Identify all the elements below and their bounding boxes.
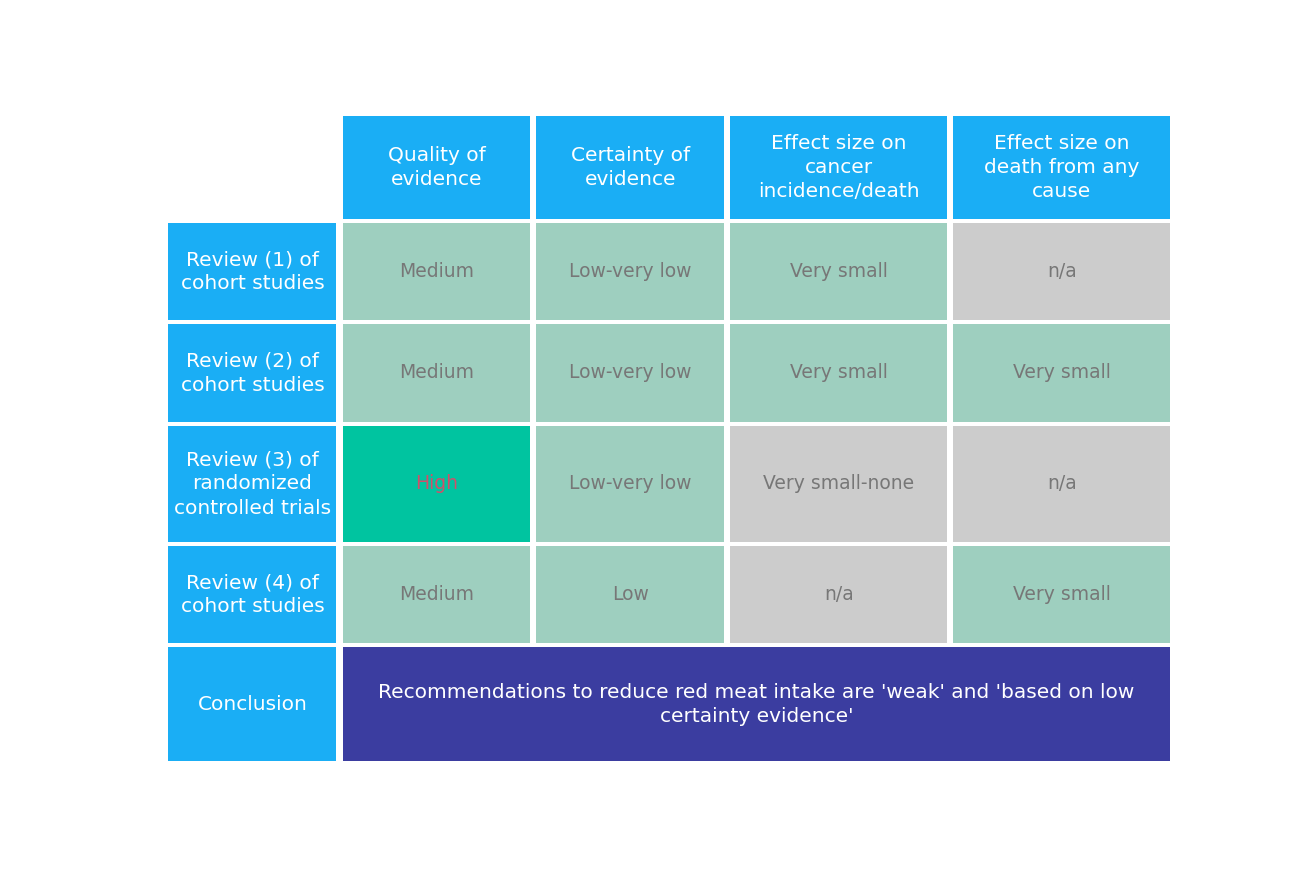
Bar (953, 116, 1170, 219)
Bar (342, 116, 530, 219)
Bar (537, 426, 724, 542)
Bar (537, 324, 724, 421)
Bar (953, 223, 1170, 321)
Text: Low-very low: Low-very low (569, 262, 691, 282)
Bar (537, 223, 724, 321)
Bar (168, 547, 337, 643)
Bar (168, 223, 337, 321)
Bar (537, 116, 724, 219)
Bar (168, 647, 337, 761)
Text: n/a: n/a (824, 586, 854, 604)
Bar (342, 324, 530, 421)
Text: Medium: Medium (398, 363, 474, 382)
Bar (342, 426, 530, 542)
Text: Review (1) of
cohort studies: Review (1) of cohort studies (180, 250, 324, 294)
Text: Medium: Medium (398, 586, 474, 604)
Text: Conclusion: Conclusion (197, 695, 307, 714)
Text: Effect size on
death from any
cause: Effect size on death from any cause (985, 134, 1140, 202)
Text: Review (2) of
cohort studies: Review (2) of cohort studies (180, 351, 324, 395)
Bar (953, 547, 1170, 643)
Text: n/a: n/a (1047, 262, 1076, 282)
Bar (953, 426, 1170, 542)
Bar (342, 223, 530, 321)
Text: Very small: Very small (1013, 586, 1110, 604)
Text: n/a: n/a (1047, 474, 1076, 494)
Text: Recommendations to reduce red meat intake are 'weak' and 'based on low
certainty: Recommendations to reduce red meat intak… (379, 683, 1135, 726)
Text: Medium: Medium (398, 262, 474, 282)
Text: Low: Low (611, 586, 649, 604)
Bar (730, 324, 947, 421)
Text: High: High (415, 474, 458, 494)
Text: Review (4) of
cohort studies: Review (4) of cohort studies (180, 574, 324, 616)
Bar (730, 116, 947, 219)
Bar (730, 426, 947, 542)
Bar (342, 647, 1170, 761)
Text: Low-very low: Low-very low (569, 363, 691, 382)
Text: Very small-none: Very small-none (763, 474, 914, 494)
Bar (730, 547, 947, 643)
Text: Very small: Very small (1013, 363, 1110, 382)
Text: Low-very low: Low-very low (569, 474, 691, 494)
Text: Review (3) of
randomized
controlled trials: Review (3) of randomized controlled tria… (174, 450, 330, 518)
Bar (168, 426, 337, 542)
Bar (168, 324, 337, 421)
Text: Very small: Very small (790, 363, 888, 382)
Text: Quality of
evidence: Quality of evidence (388, 146, 486, 189)
Bar (953, 324, 1170, 421)
Text: Certainty of
evidence: Certainty of evidence (571, 146, 690, 189)
Text: Very small: Very small (790, 262, 888, 282)
Text: Effect size on
cancer
incidence/death: Effect size on cancer incidence/death (757, 134, 919, 202)
Bar (537, 547, 724, 643)
Bar (730, 223, 947, 321)
Bar (342, 547, 530, 643)
Bar (168, 116, 337, 219)
